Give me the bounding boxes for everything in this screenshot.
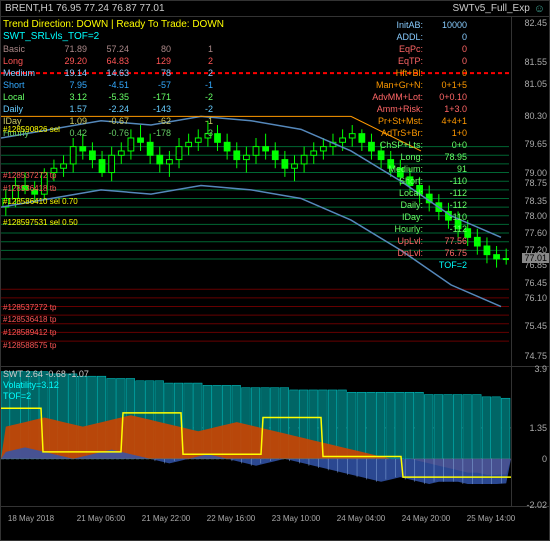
xtick-label: 25 May 14:00	[467, 514, 515, 523]
volatility-label: Volatility=3.12	[3, 380, 89, 391]
ea-info-row: DnLvl:76.75	[372, 247, 467, 259]
ea-info-row: ChSP+Lts:0+0	[372, 139, 467, 151]
order-label: #128586410 sel 0.70	[3, 197, 78, 206]
chart-container: BRENT,H1 76.95 77.24 76.87 77.01 SWTv5_F…	[0, 0, 550, 541]
xtick-label: 24 May 04:00	[337, 514, 385, 523]
ea-info-row: Hourly:-112	[372, 223, 467, 235]
tof-label: TOF=2	[3, 391, 89, 402]
sub-ytick-label: 3.9	[534, 364, 547, 374]
ea-info-row: Local:-112	[372, 187, 467, 199]
ytick-label: 75.45	[524, 321, 547, 331]
sub-yaxis: 3.91.350-2.02	[511, 367, 549, 506]
order-label: #128597531 sel 0.50	[3, 218, 78, 227]
order-label: #128536418 tp	[3, 315, 56, 324]
trend-direction-label: Trend Direction: DOWN | Ready To Trade: …	[3, 19, 224, 30]
order-label: #128536418 tb	[3, 184, 56, 193]
current-price-marker: 77.01	[522, 253, 549, 263]
tf-stats-row: Long29.2064.831292	[3, 55, 213, 67]
ea-info-row: EqPc:0	[372, 43, 467, 55]
sub-chart[interactable]: SWT 2.64 -0.68 -1.07 Volatility=3.12 TOF…	[1, 367, 549, 507]
ea-info-row: AdTrS+Br:1+0	[372, 127, 467, 139]
xaxis: 18 May 2018 21 May 06:00 21 May 22:00 22 Ma…	[1, 507, 549, 537]
ytick-label: 74.75	[524, 351, 547, 361]
ytick-label: 77.60	[524, 228, 547, 238]
xtick-label: 23 May 10:00	[272, 514, 320, 523]
ea-info-row: EqTP:0	[372, 55, 467, 67]
tf-stats-row: Daily1.57-2.24-143-2	[3, 103, 213, 115]
swt-srlvls-label: SWT_SRLvls_TOF=2	[3, 31, 99, 42]
order-label: #128588575 tp	[3, 341, 56, 350]
ea-info-block: InitAB:10000ADDL:0EqPc:0EqTP:0Hft+Bl:0Ma…	[372, 19, 467, 271]
tf-stats-row: Local3.12-5.35-171-2	[3, 91, 213, 103]
main-chart[interactable]: Trend Direction: DOWN | Ready To Trade: …	[1, 17, 549, 367]
order-label: #128537272 tp	[3, 171, 56, 180]
symbol-ohlc: BRENT,H1 76.95 77.24 76.87 77.01	[5, 3, 165, 14]
ytick-label: 78.75	[524, 178, 547, 188]
order-label: #128589412 tp	[3, 328, 56, 337]
ea-info-row: Daily:-112	[372, 199, 467, 211]
xtick-label: 21 May 22:00	[142, 514, 190, 523]
ytick-label: 76.10	[524, 293, 547, 303]
ea-info-row: Short:-110	[372, 175, 467, 187]
tf-stats-row: Medium19.1414.63782	[3, 67, 213, 79]
ea-info-row: Pr+St+Mst:4+4+1	[372, 115, 467, 127]
xtick-label: 21 May 06:00	[77, 514, 125, 523]
tf-stats-row: Basic71.8957.24801	[3, 43, 213, 55]
ytick-label: 78.00	[524, 211, 547, 221]
ea-info-row: TOF=2	[372, 259, 467, 271]
ea-info-row: IDay:-110	[372, 211, 467, 223]
ea-info-row: Long:78.95	[372, 151, 467, 163]
ea-info-row: Man+Gr+N:0+1+5	[372, 79, 467, 91]
order-label: #128537272 tp	[3, 303, 56, 312]
main-chart-area[interactable]: Trend Direction: DOWN | Ready To Trade: …	[1, 17, 509, 366]
tf-stats-row: Short7.95-4.51-57-1	[3, 79, 213, 91]
main-yaxis: 82.45 81.55 81.05 80.30 79.65 79.0078.75 78.35…	[511, 17, 549, 366]
expert-status-icon: ☺	[534, 3, 545, 15]
ea-info-row: Amm+Risk:1+3.0	[372, 103, 467, 115]
ytick-label: 79.65	[524, 139, 547, 149]
swt-values-label: SWT 2.64 -0.68 -1.07	[3, 369, 89, 380]
sub-ytick-label: 1.35	[529, 423, 547, 433]
topbar: BRENT,H1 76.95 77.24 76.87 77.01 SWTv5_F…	[1, 1, 549, 17]
ea-info-row: ADDL:0	[372, 31, 467, 43]
order-label: #128590826 sel	[3, 125, 60, 134]
ytick-label: 79.00	[524, 168, 547, 178]
ea-info-row: InitAB:10000	[372, 19, 467, 31]
ea-info-row: Hft+Bl:0	[372, 67, 467, 79]
expert-label: SWTv5_Full_Exp	[453, 3, 530, 14]
ytick-label: 81.05	[524, 79, 547, 89]
ytick-label: 76.45	[524, 278, 547, 288]
xtick-label: 22 May 16:00	[207, 514, 255, 523]
ea-info-row: AdvMM+Lot:0+0.10	[372, 91, 467, 103]
ea-info-row: Medium:91	[372, 163, 467, 175]
ytick-label: 80.30	[524, 111, 547, 121]
expert-name: SWTv5_Full_Exp ☺	[453, 3, 545, 15]
ytick-label: 78.35	[524, 196, 547, 206]
xtick-label: 18 May 2018	[8, 514, 54, 523]
xtick-label: 24 May 20:00	[402, 514, 450, 523]
ytick-label: 82.45	[524, 18, 547, 28]
ea-info-row: UpLvl:77.56	[372, 235, 467, 247]
ytick-label: 81.55	[524, 57, 547, 67]
sub-ytick-label: 0	[542, 454, 547, 464]
sub-chart-info: SWT 2.64 -0.68 -1.07 Volatility=3.12 TOF…	[3, 369, 89, 402]
